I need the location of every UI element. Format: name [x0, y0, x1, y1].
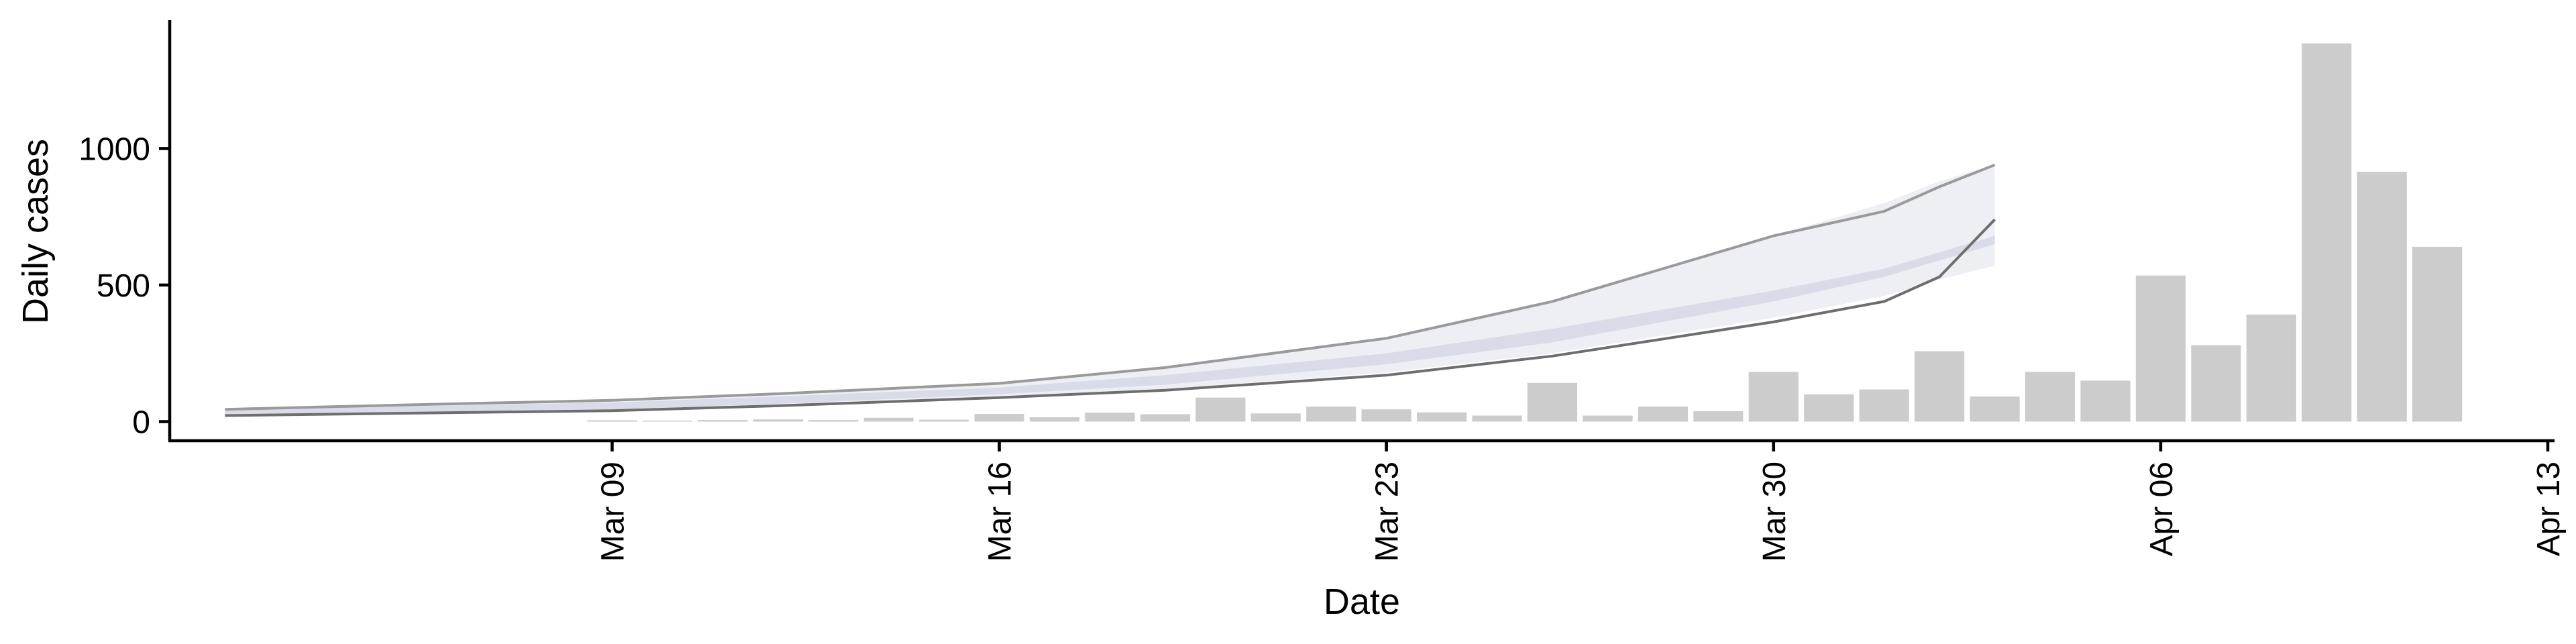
bar-2020-04-08: [2246, 314, 2296, 422]
bar-2020-03-15: [919, 419, 969, 422]
bar-2020-04-04: [2025, 372, 2076, 422]
bar-2020-04-10: [2357, 172, 2407, 422]
x-tick-label-mar-09: Mar 09: [596, 462, 631, 561]
bar-2020-03-30: [1748, 372, 1799, 422]
bar-2020-03-14: [863, 417, 914, 422]
bar-2020-04-03: [1970, 396, 2020, 422]
bar-2020-03-09: [587, 420, 637, 422]
bar-2020-03-20: [1195, 397, 1246, 422]
bar-2020-04-09: [2302, 43, 2352, 422]
bar-2020-03-22: [1306, 407, 1356, 422]
bar-2020-03-13: [808, 420, 859, 422]
daily-cases-bars: [587, 43, 2463, 422]
bar-2020-03-27: [1582, 415, 1633, 422]
bar-2020-04-02: [1915, 351, 1965, 422]
y-axis-title: Daily cases: [15, 139, 56, 324]
bar-2020-04-07: [2191, 345, 2241, 422]
bar-2020-03-21: [1250, 413, 1301, 422]
bar-2020-03-16: [974, 414, 1024, 422]
x-tick-label-apr-06: Apr 06: [2144, 462, 2180, 556]
bar-2020-03-11: [698, 420, 748, 422]
y-tick-label-500: 500: [97, 268, 150, 304]
bar-2020-03-10: [642, 420, 693, 422]
bar-2020-03-29: [1693, 411, 1743, 422]
bar-2020-03-26: [1527, 382, 1578, 422]
bar-2020-03-25: [1472, 415, 1522, 422]
projection-upper-line: [225, 163, 1996, 411]
y-axis-ticks: 0 500 1000: [78, 131, 170, 441]
bar-2020-04-01: [1859, 389, 1909, 422]
bar-2020-03-24: [1417, 412, 1467, 422]
bar-2020-04-05: [2080, 380, 2131, 422]
x-tick-label-mar-23: Mar 23: [1370, 462, 1405, 561]
bar-2020-03-12: [753, 419, 803, 422]
bar-2020-03-23: [1361, 409, 1411, 422]
x-axis-title: Date: [1324, 582, 1400, 622]
bar-2020-03-17: [1030, 417, 1080, 422]
x-tick-label-mar-16: Mar 16: [983, 462, 1018, 561]
bar-2020-04-06: [2135, 275, 2186, 422]
projection-lower-line: [225, 218, 1996, 417]
bar-2020-03-18: [1085, 413, 1135, 422]
y-tick-label-1000: 1000: [78, 131, 150, 167]
bar-2020-03-31: [1804, 394, 1854, 422]
ribbon-group: [225, 163, 1996, 417]
projection-ribbon-outer: [225, 164, 1995, 416]
x-tick-label-mar-30: Mar 30: [1757, 462, 1792, 561]
x-axis-ticks: Mar 09 Mar 16 Mar 23 Mar 30 Apr 06 Apr 13: [596, 441, 2567, 561]
bar-2020-03-28: [1638, 407, 1688, 422]
y-tick-label-0: 0: [132, 405, 150, 441]
bar-2020-04-11: [2412, 246, 2463, 422]
x-tick-label-apr-13: Apr 13: [2531, 462, 2567, 556]
projection-ribbon-inner: [225, 235, 1995, 415]
bar-2020-03-19: [1140, 414, 1191, 422]
